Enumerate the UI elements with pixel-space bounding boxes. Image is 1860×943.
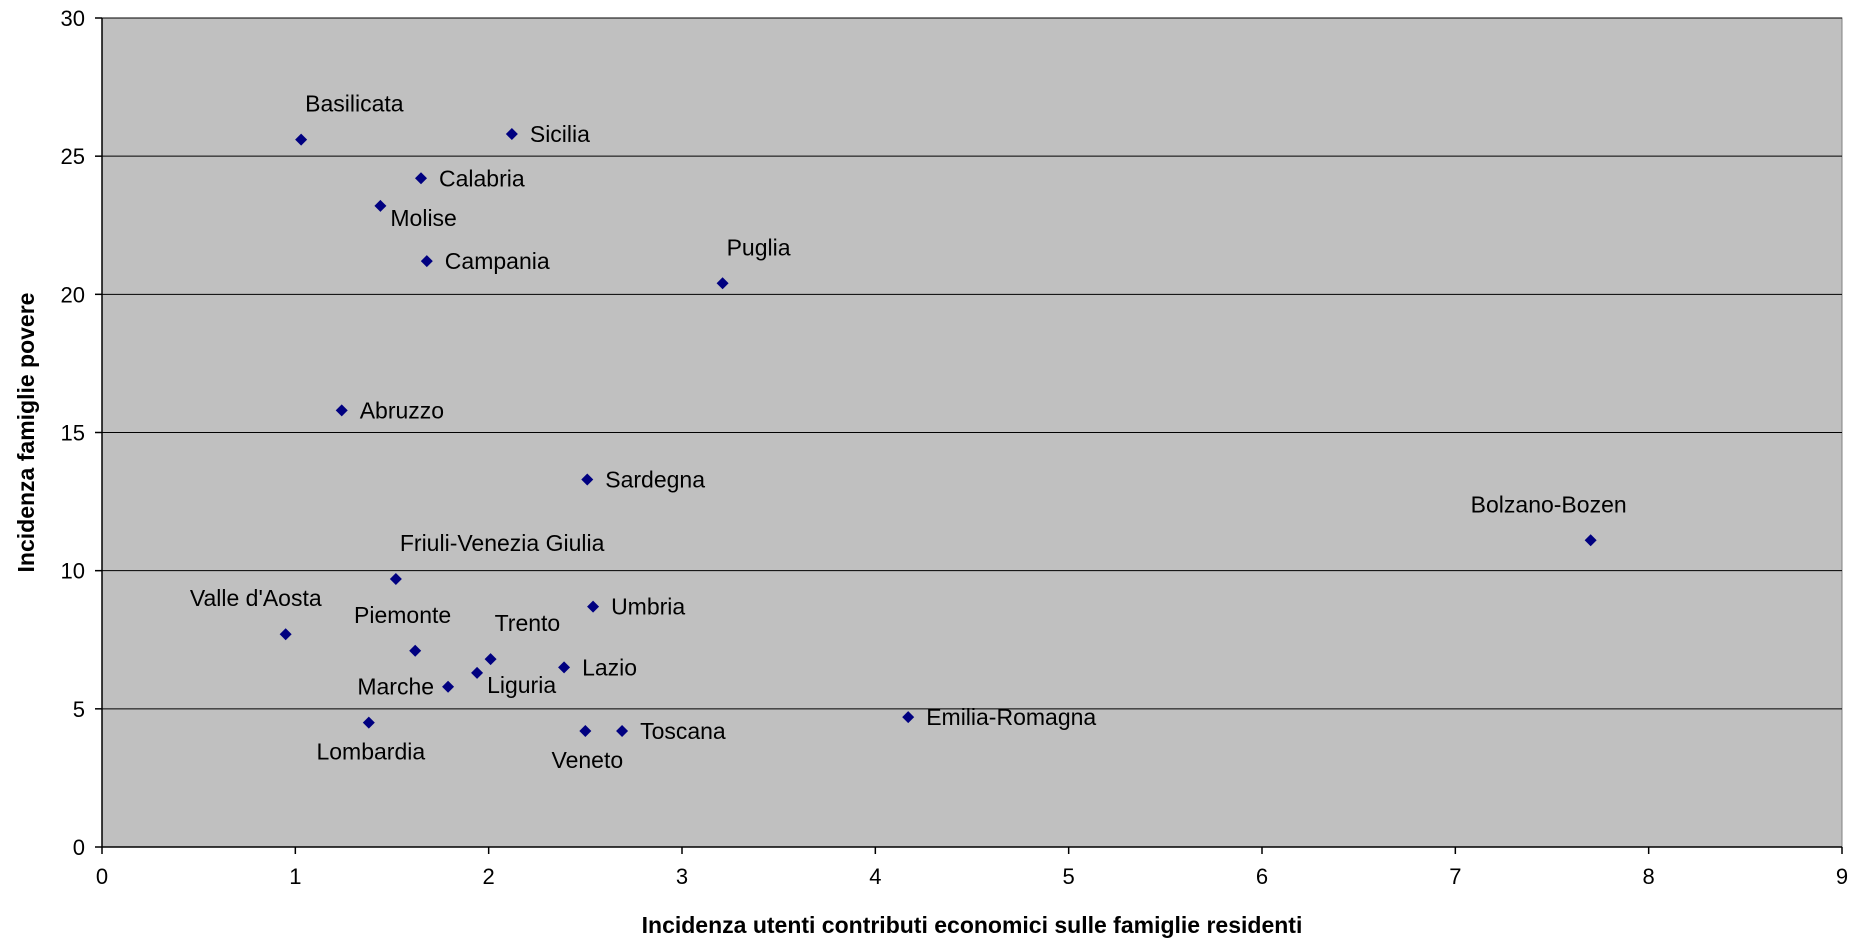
x-axis-ticks: 0 1 2 3 4 5 6 7 8 9: [96, 847, 1848, 889]
data-point-marker: [295, 133, 308, 146]
data-point-marker: [389, 572, 402, 585]
data-point-marker: [442, 680, 455, 693]
x-axis-title: Incidenza utenti contributi economici su…: [642, 912, 1303, 938]
x-tick-label: 2: [483, 864, 495, 889]
data-point-label: Valle d'Aosta: [190, 585, 322, 611]
y-tick-label: 15: [61, 421, 85, 446]
data-point-marker: [902, 711, 915, 724]
y-tick-label: 0: [73, 835, 85, 860]
data-point-label: Toscana: [640, 718, 726, 744]
data-point-marker: [362, 716, 375, 729]
data-point-marker: [409, 644, 422, 657]
data-point-marker: [581, 473, 594, 486]
data-point-marker: [279, 628, 292, 641]
data-point-marker: [505, 128, 518, 141]
y-tick-label: 5: [73, 697, 85, 722]
x-tick-label: 9: [1836, 864, 1848, 889]
grid-lines: [102, 17, 1842, 710]
data-point-label: Basilicata: [305, 91, 404, 117]
x-tick-label: 8: [1643, 864, 1655, 889]
data-point-label: Puglia: [727, 234, 791, 260]
data-point-label: Trento: [495, 610, 561, 636]
x-tick-label: 7: [1449, 864, 1461, 889]
data-point-marker: [471, 666, 484, 679]
data-point-marker: [616, 724, 629, 737]
data-point-marker: [558, 661, 571, 674]
data-point-marker: [716, 277, 729, 290]
x-tick-label: 4: [869, 864, 881, 889]
data-point-label: Bolzano-Bozen: [1471, 491, 1627, 517]
x-tick-label: 1: [289, 864, 301, 889]
data-point-marker: [484, 653, 497, 666]
y-tick-label: 25: [61, 144, 85, 169]
x-tick-label: 3: [676, 864, 688, 889]
y-axis-ticks: 0 5 10 15 20 25 30: [61, 6, 102, 860]
data-point-label: Sardegna: [605, 466, 705, 492]
data-point-marker: [1584, 534, 1597, 547]
data-point-label: Umbria: [611, 594, 685, 620]
data-point-label: Veneto: [552, 747, 624, 773]
data-point-label: Molise: [390, 205, 456, 231]
data-point-marker: [415, 172, 427, 185]
data-point-marker: [335, 404, 348, 417]
x-tick-label: 5: [1063, 864, 1075, 889]
data-point-label: Abruzzo: [360, 397, 444, 423]
data-point-label: Liguria: [487, 672, 556, 698]
y-tick-label: 10: [61, 559, 85, 584]
data-point-marker: [579, 724, 592, 737]
data-point-label: Marche: [357, 674, 434, 700]
y-tick-label: 20: [61, 282, 85, 307]
data-point-label: Lazio: [582, 654, 637, 680]
data-point-marker: [587, 600, 600, 613]
data-point-label: Emilia-Romagna: [926, 704, 1096, 730]
data-point-marker: [374, 199, 387, 212]
data-point-label: Campania: [445, 248, 550, 274]
y-axis-title: Incidenza famiglie povere: [13, 293, 39, 573]
data-point-marker: [420, 255, 433, 268]
x-tick-label: 6: [1256, 864, 1268, 889]
x-tick-label: 0: [96, 864, 108, 889]
data-point-label: Friuli-Venezia Giulia: [400, 530, 605, 556]
data-point-label: Calabria: [439, 165, 525, 191]
data-point-label: Lombardia: [316, 739, 425, 765]
data-point-label: Sicilia: [530, 121, 590, 147]
y-tick-label: 30: [61, 6, 85, 31]
data-point-label: Piemonte: [354, 602, 451, 628]
